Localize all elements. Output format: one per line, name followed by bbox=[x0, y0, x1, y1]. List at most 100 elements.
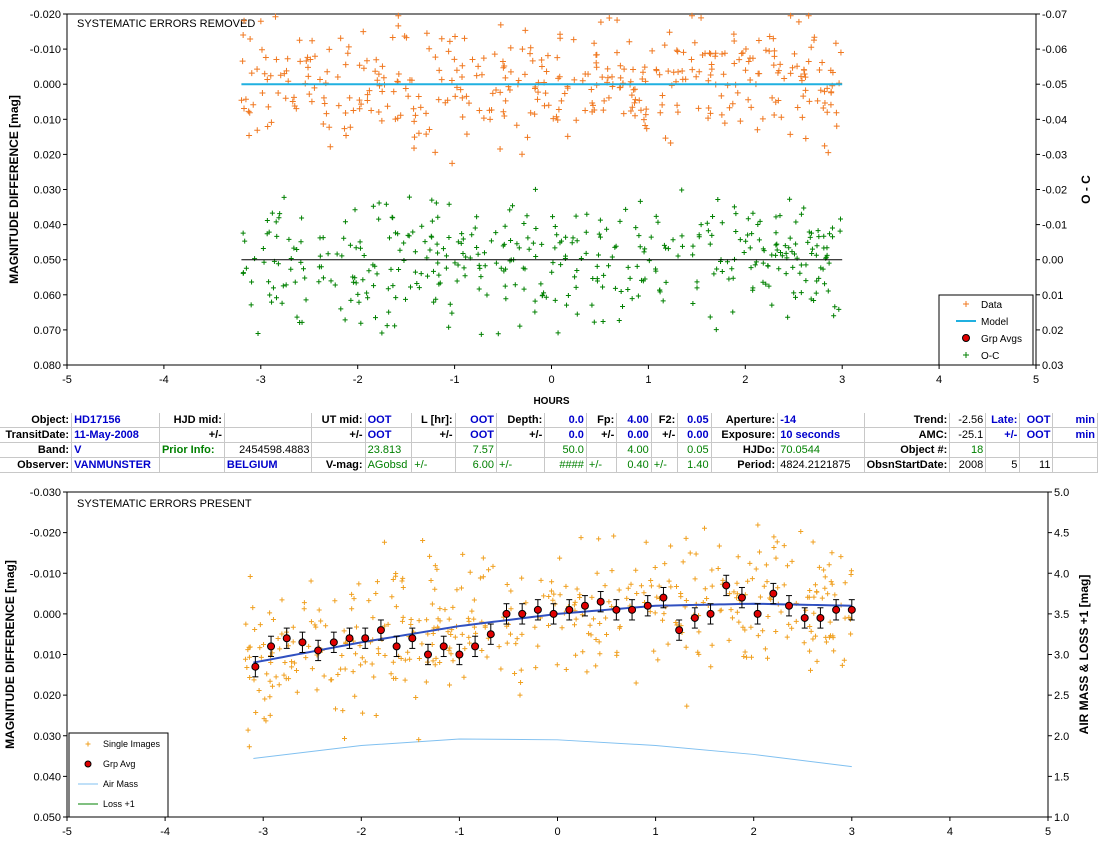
single-image-point bbox=[810, 636, 816, 642]
data-point bbox=[527, 50, 534, 57]
legend-grpavg-label: Grp Avg bbox=[103, 759, 135, 769]
x-tick-label: 0 bbox=[548, 374, 554, 386]
single-image-point bbox=[251, 677, 257, 683]
data-point bbox=[816, 67, 823, 74]
oc-point bbox=[386, 235, 392, 241]
single-image-point bbox=[654, 594, 660, 600]
data-point bbox=[707, 71, 714, 78]
grp-avg-point bbox=[486, 623, 495, 645]
oc-point bbox=[604, 226, 610, 232]
data-point bbox=[379, 63, 386, 70]
single-image-point bbox=[450, 658, 456, 664]
data-point bbox=[264, 123, 271, 130]
table-cell: 0.00 bbox=[616, 427, 652, 443]
data-point bbox=[372, 68, 379, 75]
data-point bbox=[438, 76, 445, 83]
y2-tick-label: 3.5 bbox=[1054, 609, 1069, 621]
single-image-point bbox=[816, 564, 822, 570]
single-image-point bbox=[753, 566, 759, 572]
single-image-point bbox=[460, 551, 466, 557]
single-image-point bbox=[247, 573, 253, 579]
data-point bbox=[411, 118, 418, 125]
oc-point bbox=[719, 220, 725, 226]
oc-point bbox=[269, 210, 275, 216]
y-axis-label: MAGNITUDE DIFFERENCE [mag] bbox=[3, 560, 17, 749]
data-point bbox=[708, 61, 715, 68]
oc-point bbox=[741, 249, 747, 255]
oc-point bbox=[521, 286, 527, 292]
data-point bbox=[254, 127, 261, 134]
data-point bbox=[745, 58, 752, 65]
oc-point bbox=[418, 271, 424, 277]
oc-point bbox=[803, 278, 809, 284]
data-point bbox=[689, 66, 696, 73]
data-point bbox=[544, 52, 551, 59]
data-point bbox=[770, 62, 777, 69]
grp-avg-marker bbox=[314, 646, 323, 655]
table-cell bbox=[311, 442, 366, 458]
table-cell: OOT bbox=[455, 427, 498, 443]
oc-point bbox=[594, 263, 600, 269]
single-image-point bbox=[514, 636, 520, 642]
table-cell: 2008 bbox=[949, 457, 987, 473]
data-point bbox=[527, 44, 534, 51]
single-image-point bbox=[375, 646, 381, 652]
oc-point bbox=[748, 265, 754, 271]
oc-point bbox=[357, 245, 363, 251]
oc-point bbox=[433, 200, 439, 206]
single-image-point bbox=[504, 581, 510, 587]
x-tick-label: 2 bbox=[751, 826, 757, 838]
oc-point bbox=[755, 222, 761, 228]
single-image-point bbox=[702, 586, 708, 592]
single-image-point bbox=[416, 655, 422, 661]
oc-point bbox=[462, 273, 468, 279]
oc-point bbox=[707, 241, 713, 247]
oc-point bbox=[408, 284, 414, 290]
y-tick-label: 0.030 bbox=[33, 185, 61, 197]
oc-point bbox=[242, 238, 248, 244]
oc-point bbox=[508, 237, 514, 243]
oc-point bbox=[273, 219, 279, 225]
single-image-point bbox=[771, 544, 777, 550]
data-point bbox=[502, 74, 509, 81]
single-image-point bbox=[309, 666, 315, 672]
single-image-point bbox=[454, 587, 460, 593]
table-cell: F2: bbox=[651, 413, 679, 428]
table-cell bbox=[411, 442, 456, 458]
oc-point bbox=[642, 246, 648, 252]
table-cell: HJD mid: bbox=[159, 413, 225, 428]
oc-point bbox=[792, 251, 798, 257]
single-image-point bbox=[597, 620, 603, 626]
single-image-point bbox=[523, 600, 529, 606]
data-point bbox=[342, 61, 349, 68]
oc-point bbox=[493, 230, 499, 236]
single-image-point bbox=[332, 598, 338, 604]
single-image-point bbox=[467, 640, 473, 646]
oc-point bbox=[376, 200, 382, 206]
single-image-point bbox=[559, 625, 565, 631]
data-point bbox=[771, 47, 778, 54]
data-point bbox=[706, 50, 713, 57]
data-point bbox=[341, 125, 348, 132]
data-point bbox=[828, 88, 835, 95]
oc-point bbox=[532, 298, 538, 304]
grp-avg-marker bbox=[580, 601, 589, 610]
oc-point bbox=[813, 290, 819, 296]
single-image-point bbox=[551, 591, 557, 597]
data-point bbox=[819, 59, 826, 66]
single-image-point bbox=[246, 654, 252, 660]
oc-point bbox=[449, 310, 455, 316]
oc-point bbox=[558, 262, 564, 268]
single-image-point bbox=[428, 577, 434, 583]
grp-avg-marker bbox=[769, 589, 778, 598]
oc-point bbox=[679, 233, 685, 239]
data-point bbox=[604, 65, 611, 72]
data-point bbox=[363, 57, 370, 64]
oc-point bbox=[642, 276, 648, 282]
oc-point bbox=[815, 228, 821, 234]
oc-point bbox=[555, 330, 561, 336]
data-point bbox=[543, 68, 550, 75]
table-cell: +/- bbox=[496, 427, 546, 443]
table-cell: Exposure: bbox=[711, 427, 779, 443]
table-cell: HJDo: bbox=[711, 442, 779, 458]
